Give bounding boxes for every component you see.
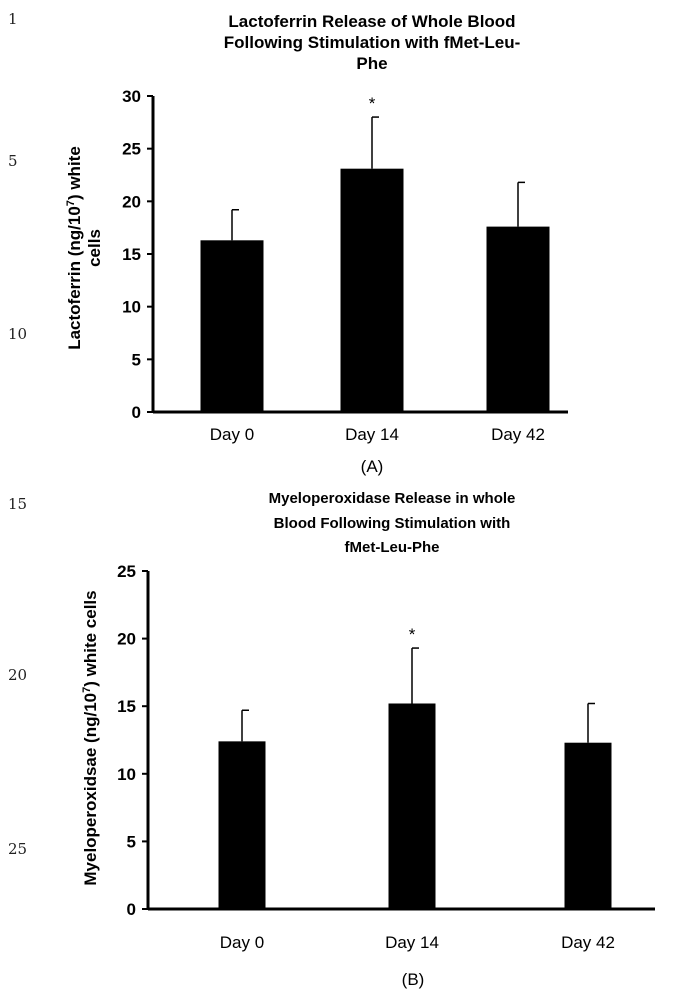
panel-label: (A) xyxy=(361,457,384,476)
line-number-5: 5 xyxy=(8,152,18,170)
x-tick-label: Day 14 xyxy=(385,933,439,952)
bar-day-0 xyxy=(218,741,266,909)
y-tick-label: 15 xyxy=(122,245,141,264)
significance-marker: * xyxy=(409,625,416,644)
y-tick-label: 0 xyxy=(132,403,141,422)
bar-day-14 xyxy=(388,703,436,909)
y-axis-label-text: Myeloperoxidsae (ng/10 xyxy=(81,693,100,886)
chart-a: Lactoferrin Release of Whole Blood Follow… xyxy=(65,12,568,476)
x-tick-label: Day 0 xyxy=(220,933,264,952)
y-tick-label: 20 xyxy=(122,192,141,211)
chart-title-line: Lactoferrin Release of Whole Blood xyxy=(228,12,515,31)
y-axis-label-superscript: 7 xyxy=(81,687,93,693)
y-tick-label: 5 xyxy=(127,832,136,851)
y-axis-label-line2: cells xyxy=(85,229,104,267)
y-tick-label: 5 xyxy=(132,350,141,369)
y-axis-label-text: Lactoferrin (ng/10 xyxy=(65,206,84,350)
x-tick-label: Day 0 xyxy=(210,425,254,444)
y-axis-label-text-end: ) white cells xyxy=(81,590,100,686)
line-number-15: 15 xyxy=(8,495,28,513)
significance-marker: * xyxy=(369,94,376,113)
y-tick-label: 20 xyxy=(117,630,136,649)
y-axis-label-superscript: 7 xyxy=(65,200,77,206)
y-tick-label: 0 xyxy=(127,900,136,919)
y-tick-label: 25 xyxy=(122,140,141,159)
bar-day-42 xyxy=(564,742,612,909)
y-axis-label-text-end: ) white xyxy=(65,146,84,200)
bar-day-42 xyxy=(486,226,550,412)
y-tick-label: 15 xyxy=(117,697,136,716)
y-tick-label: 30 xyxy=(122,87,141,106)
bar-day-14 xyxy=(340,168,404,412)
y-axis-label: Myeloperoxidsae (ng/107) white cells xyxy=(81,590,100,885)
line-number-20: 20 xyxy=(8,666,28,684)
y-tick-label: 10 xyxy=(122,298,141,317)
line-number-1: 1 xyxy=(8,10,18,28)
x-tick-label: Day 42 xyxy=(561,933,615,952)
line-number-10: 10 xyxy=(8,325,28,343)
chart-title-line: Phe xyxy=(356,54,387,73)
chart-title-line: Following Stimulation with fMet-Leu- xyxy=(224,33,521,52)
chart-title-line: fMet-Leu-Phe xyxy=(345,539,440,556)
y-tick-label: 10 xyxy=(117,765,136,784)
bar-day-0 xyxy=(200,240,264,412)
x-tick-label: Day 14 xyxy=(345,425,399,444)
y-axis-label: Lactoferrin (ng/107) white xyxy=(65,146,84,350)
chart-title-line: Blood Following Stimulation with xyxy=(274,515,511,532)
chart-b: Myeloperoxidase Release in whole Blood Fo… xyxy=(81,490,655,989)
panel-label: (B) xyxy=(402,970,425,989)
chart-title-line: Myeloperoxidase Release in whole xyxy=(269,490,516,507)
x-tick-label: Day 42 xyxy=(491,425,545,444)
line-number-25: 25 xyxy=(8,840,28,858)
y-tick-label: 25 xyxy=(117,562,136,581)
